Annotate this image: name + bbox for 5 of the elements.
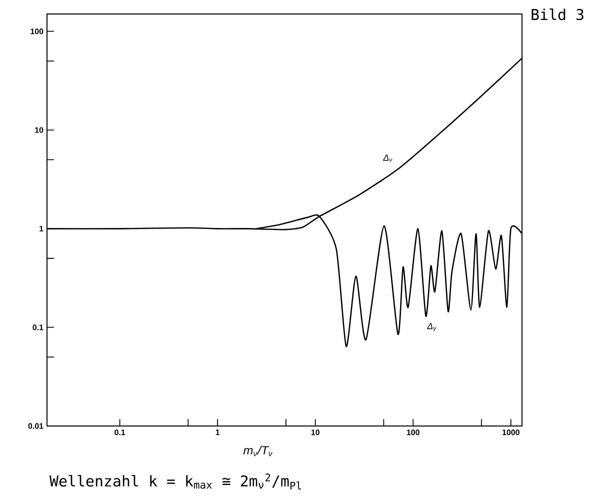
- series-label: Δ$_{ν}$: [382, 154, 392, 162]
- series-label: Δ$_{γ}$: [426, 322, 436, 332]
- x-axis-title: m$_{ν}$/T$_{ν}$: [243, 446, 272, 456]
- text: Bild 3: [532, 8, 584, 20]
- text: Wellenzahl k = k$_{max}$ ≅ 2m$_{ν}$$^{2}$/m$_{Pl}$: [50, 473, 302, 490]
